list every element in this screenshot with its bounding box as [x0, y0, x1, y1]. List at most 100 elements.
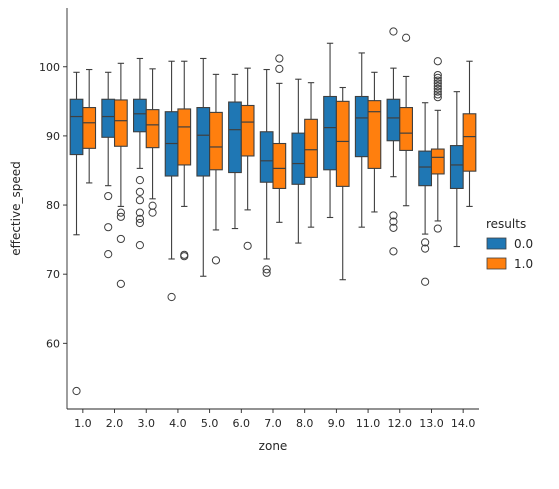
outlier-point — [135, 218, 144, 228]
outlier-point — [433, 79, 442, 88]
outlier-point — [389, 247, 398, 256]
box-iqr — [430, 148, 445, 175]
outlier-point — [433, 82, 442, 91]
x-tick-label: 8.0 — [296, 417, 314, 430]
box-groups — [69, 27, 477, 396]
legend-title: results — [486, 217, 526, 231]
outlier-point — [135, 187, 144, 197]
outlier-point — [104, 250, 113, 259]
box-1.0-zone-12.0 — [399, 33, 413, 207]
box-0.0-zone-9.0 — [323, 42, 337, 219]
box-iqr — [304, 118, 318, 178]
box-0.0-zone-5.0 — [196, 57, 211, 277]
box-iqr — [196, 107, 211, 177]
outlier-point — [211, 256, 221, 265]
outlier-point — [116, 234, 125, 244]
outlier-point — [275, 64, 284, 73]
y-tick-label: 70 — [46, 268, 60, 281]
y-tick-label: 100 — [39, 61, 60, 74]
box-0.0-zone-13.0 — [418, 102, 433, 286]
box-1.0-zone-8.0 — [304, 82, 318, 228]
outlier-point — [135, 214, 144, 223]
box-iqr — [462, 113, 477, 172]
box-iqr — [133, 98, 147, 133]
y-axis-ticks: 60 70 80 90 100 — [39, 61, 67, 350]
box-iqr — [228, 101, 242, 174]
box-iqr — [113, 99, 128, 147]
outlier-point — [116, 208, 125, 217]
box-0.0-zone-12.0 — [386, 27, 401, 256]
outlier-point — [421, 244, 430, 253]
x-tick-label: 14.0 — [451, 417, 476, 430]
outlier-point — [389, 27, 398, 36]
outlier-point — [135, 176, 144, 185]
x-tick-label: 9.0 — [328, 417, 346, 430]
x-tick-label: 5.0 — [201, 417, 219, 430]
box-0.0-zone-2.0 — [101, 71, 116, 259]
x-tick-label: 7.0 — [264, 417, 282, 430]
outlier-point — [433, 73, 442, 82]
box-iqr — [418, 150, 433, 187]
y-axis-label: effective_speed — [9, 161, 23, 255]
x-axis-label: zone — [259, 439, 288, 453]
box-iqr — [367, 100, 382, 169]
y-tick-label: 60 — [46, 337, 60, 350]
outlier-point — [433, 90, 442, 99]
x-tick-label: 12.0 — [388, 417, 413, 430]
outlier-point — [389, 217, 398, 226]
outlier-point — [135, 241, 144, 250]
x-tick-label: 13.0 — [419, 417, 444, 430]
outlier-point — [262, 268, 271, 277]
outlier-point — [433, 87, 442, 96]
box-0.0-zone-14.0 — [449, 91, 464, 248]
legend-swatch-1.0 — [486, 257, 507, 270]
outlier-point — [116, 212, 125, 221]
outlier-point — [104, 223, 113, 232]
outlier-point — [135, 208, 144, 217]
box-0.0-zone-7.0 — [259, 68, 274, 277]
box-1.0-zone-4.0 — [177, 60, 192, 261]
x-tick-label: 3.0 — [137, 417, 155, 430]
box-1.0-zone-7.0 — [272, 54, 287, 223]
outlier-point — [421, 277, 430, 286]
outlier-point — [421, 238, 430, 247]
x-tick-label: 11.0 — [356, 417, 381, 430]
box-iqr — [399, 107, 413, 151]
box-0.0-zone-11.0 — [354, 52, 369, 228]
outlier-point — [433, 57, 442, 66]
box-0.0-zone-8.0 — [291, 78, 306, 244]
outlier-point — [167, 292, 176, 302]
box-1.0-zone-3.0 — [145, 68, 160, 217]
outlier-point — [433, 84, 442, 93]
outlier-point — [262, 265, 271, 274]
box-iqr — [259, 131, 274, 183]
box-0.0-zone-4.0 — [164, 60, 179, 302]
box-iqr — [449, 145, 464, 190]
outlier-point — [402, 33, 411, 42]
outlier-point — [433, 76, 442, 85]
legend: results 0.0 1.0 — [486, 217, 533, 271]
outlier-point — [433, 70, 442, 80]
x-tick-label: 6.0 — [233, 417, 251, 430]
box-iqr — [240, 104, 255, 157]
box-1.0-zone-2.0 — [113, 62, 128, 288]
outlier-point — [135, 196, 144, 205]
box-0.0-zone-3.0 — [133, 57, 147, 250]
box-iqr — [209, 111, 223, 171]
box-1.0-zone-13.0 — [430, 57, 445, 233]
box-1.0-zone-9.0 — [335, 86, 350, 281]
box-iqr — [177, 108, 192, 166]
outlier-point — [104, 191, 113, 201]
box-1.0-zone-5.0 — [209, 73, 223, 265]
x-axis-ticks: 1.0 2.0 3.0 4.0 5.0 6.0 7.0 8.0 9.0 11.0 12.0 13.0 1… — [74, 409, 475, 430]
outlier-point — [389, 223, 398, 232]
outlier-point — [433, 224, 442, 233]
legend-label-0.0: 0.0 — [514, 237, 533, 251]
box-iqr — [82, 107, 97, 149]
outlier-point — [275, 54, 284, 63]
box-iqr — [335, 100, 350, 187]
box-1.0-zone-1.0 — [82, 68, 97, 184]
x-tick-label: 4.0 — [169, 417, 187, 430]
box-1.0-zone-6.0 — [240, 67, 255, 250]
